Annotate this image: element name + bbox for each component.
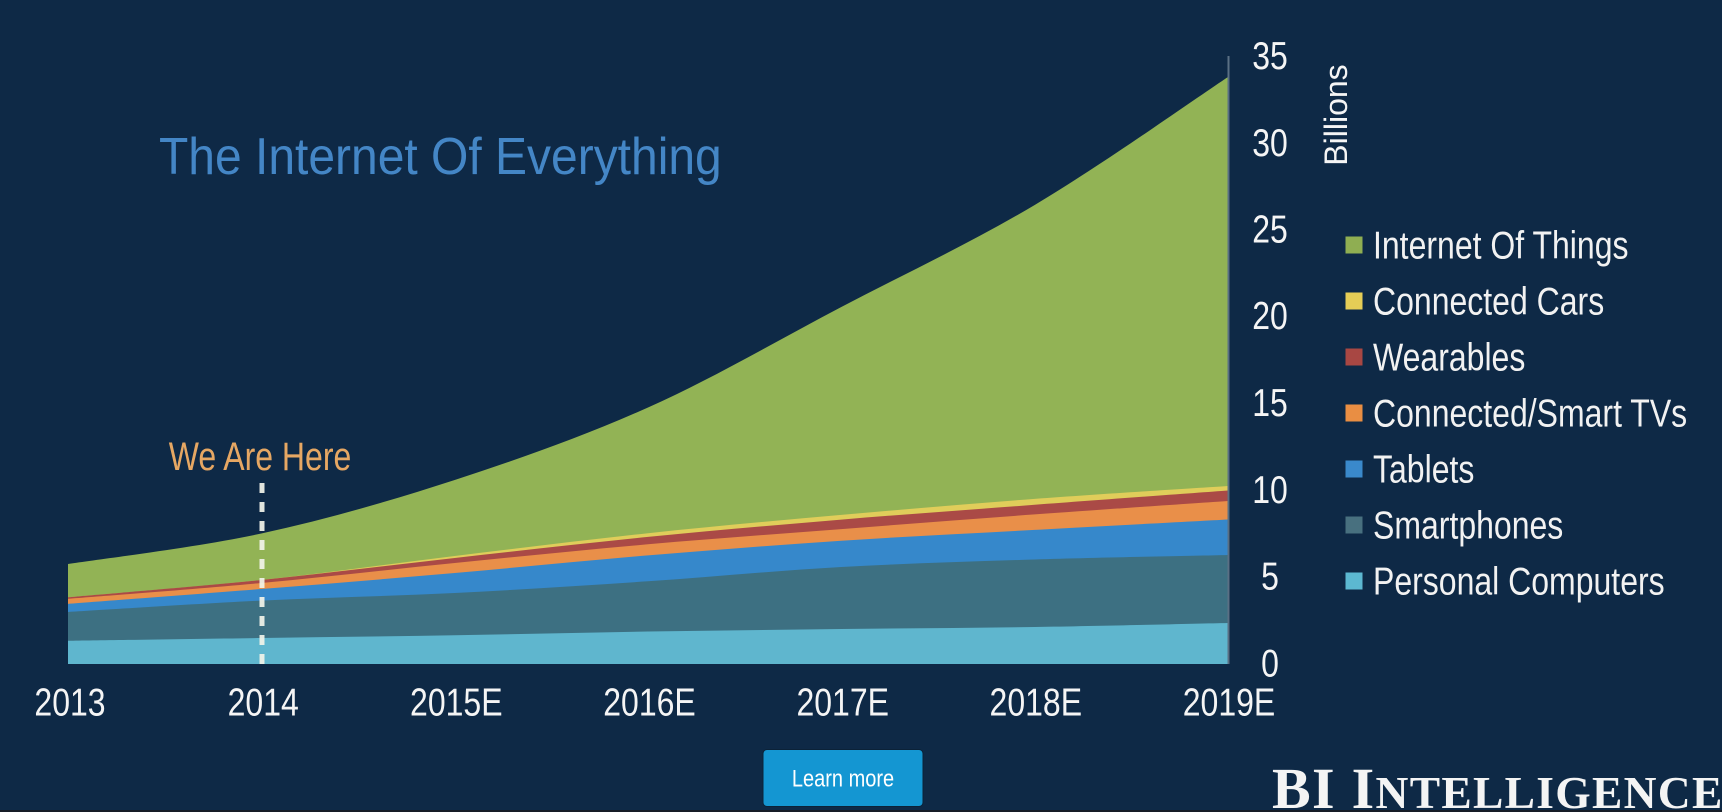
svg-text:Personal Computers: Personal Computers bbox=[1373, 560, 1665, 604]
svg-text:Tablets: Tablets bbox=[1373, 448, 1474, 492]
svg-text:15: 15 bbox=[1252, 381, 1288, 425]
svg-text:20: 20 bbox=[1252, 294, 1288, 338]
svg-text:2017E: 2017E bbox=[796, 681, 889, 725]
svg-text:2018E: 2018E bbox=[990, 681, 1083, 725]
svg-text:Smartphones: Smartphones bbox=[1373, 504, 1563, 548]
svg-text:Learn more: Learn more bbox=[792, 765, 894, 792]
svg-text:Connected/Smart TVs: Connected/Smart TVs bbox=[1373, 392, 1687, 436]
svg-text:Billions: Billions bbox=[1318, 64, 1354, 165]
svg-text:2019E: 2019E bbox=[1183, 681, 1276, 725]
svg-text:35: 35 bbox=[1252, 34, 1288, 78]
svg-text:Internet Of Things: Internet Of Things bbox=[1373, 224, 1629, 268]
svg-text:30: 30 bbox=[1252, 121, 1288, 165]
svg-text:2014: 2014 bbox=[228, 681, 299, 725]
svg-text:0: 0 bbox=[1261, 641, 1279, 685]
svg-text:Wearables: Wearables bbox=[1373, 336, 1525, 380]
svg-text:The Internet Of Everything: The Internet Of Everything bbox=[159, 127, 722, 185]
svg-text:We Are Here: We Are Here bbox=[169, 434, 352, 479]
svg-text:2016E: 2016E bbox=[603, 681, 696, 725]
svg-text:10: 10 bbox=[1252, 468, 1288, 512]
svg-text:25: 25 bbox=[1252, 207, 1288, 251]
svg-text:Connected Cars: Connected Cars bbox=[1373, 280, 1604, 324]
svg-text:5: 5 bbox=[1261, 555, 1279, 599]
svg-text:2015E: 2015E bbox=[410, 681, 503, 725]
svg-text:2013: 2013 bbox=[34, 681, 105, 725]
